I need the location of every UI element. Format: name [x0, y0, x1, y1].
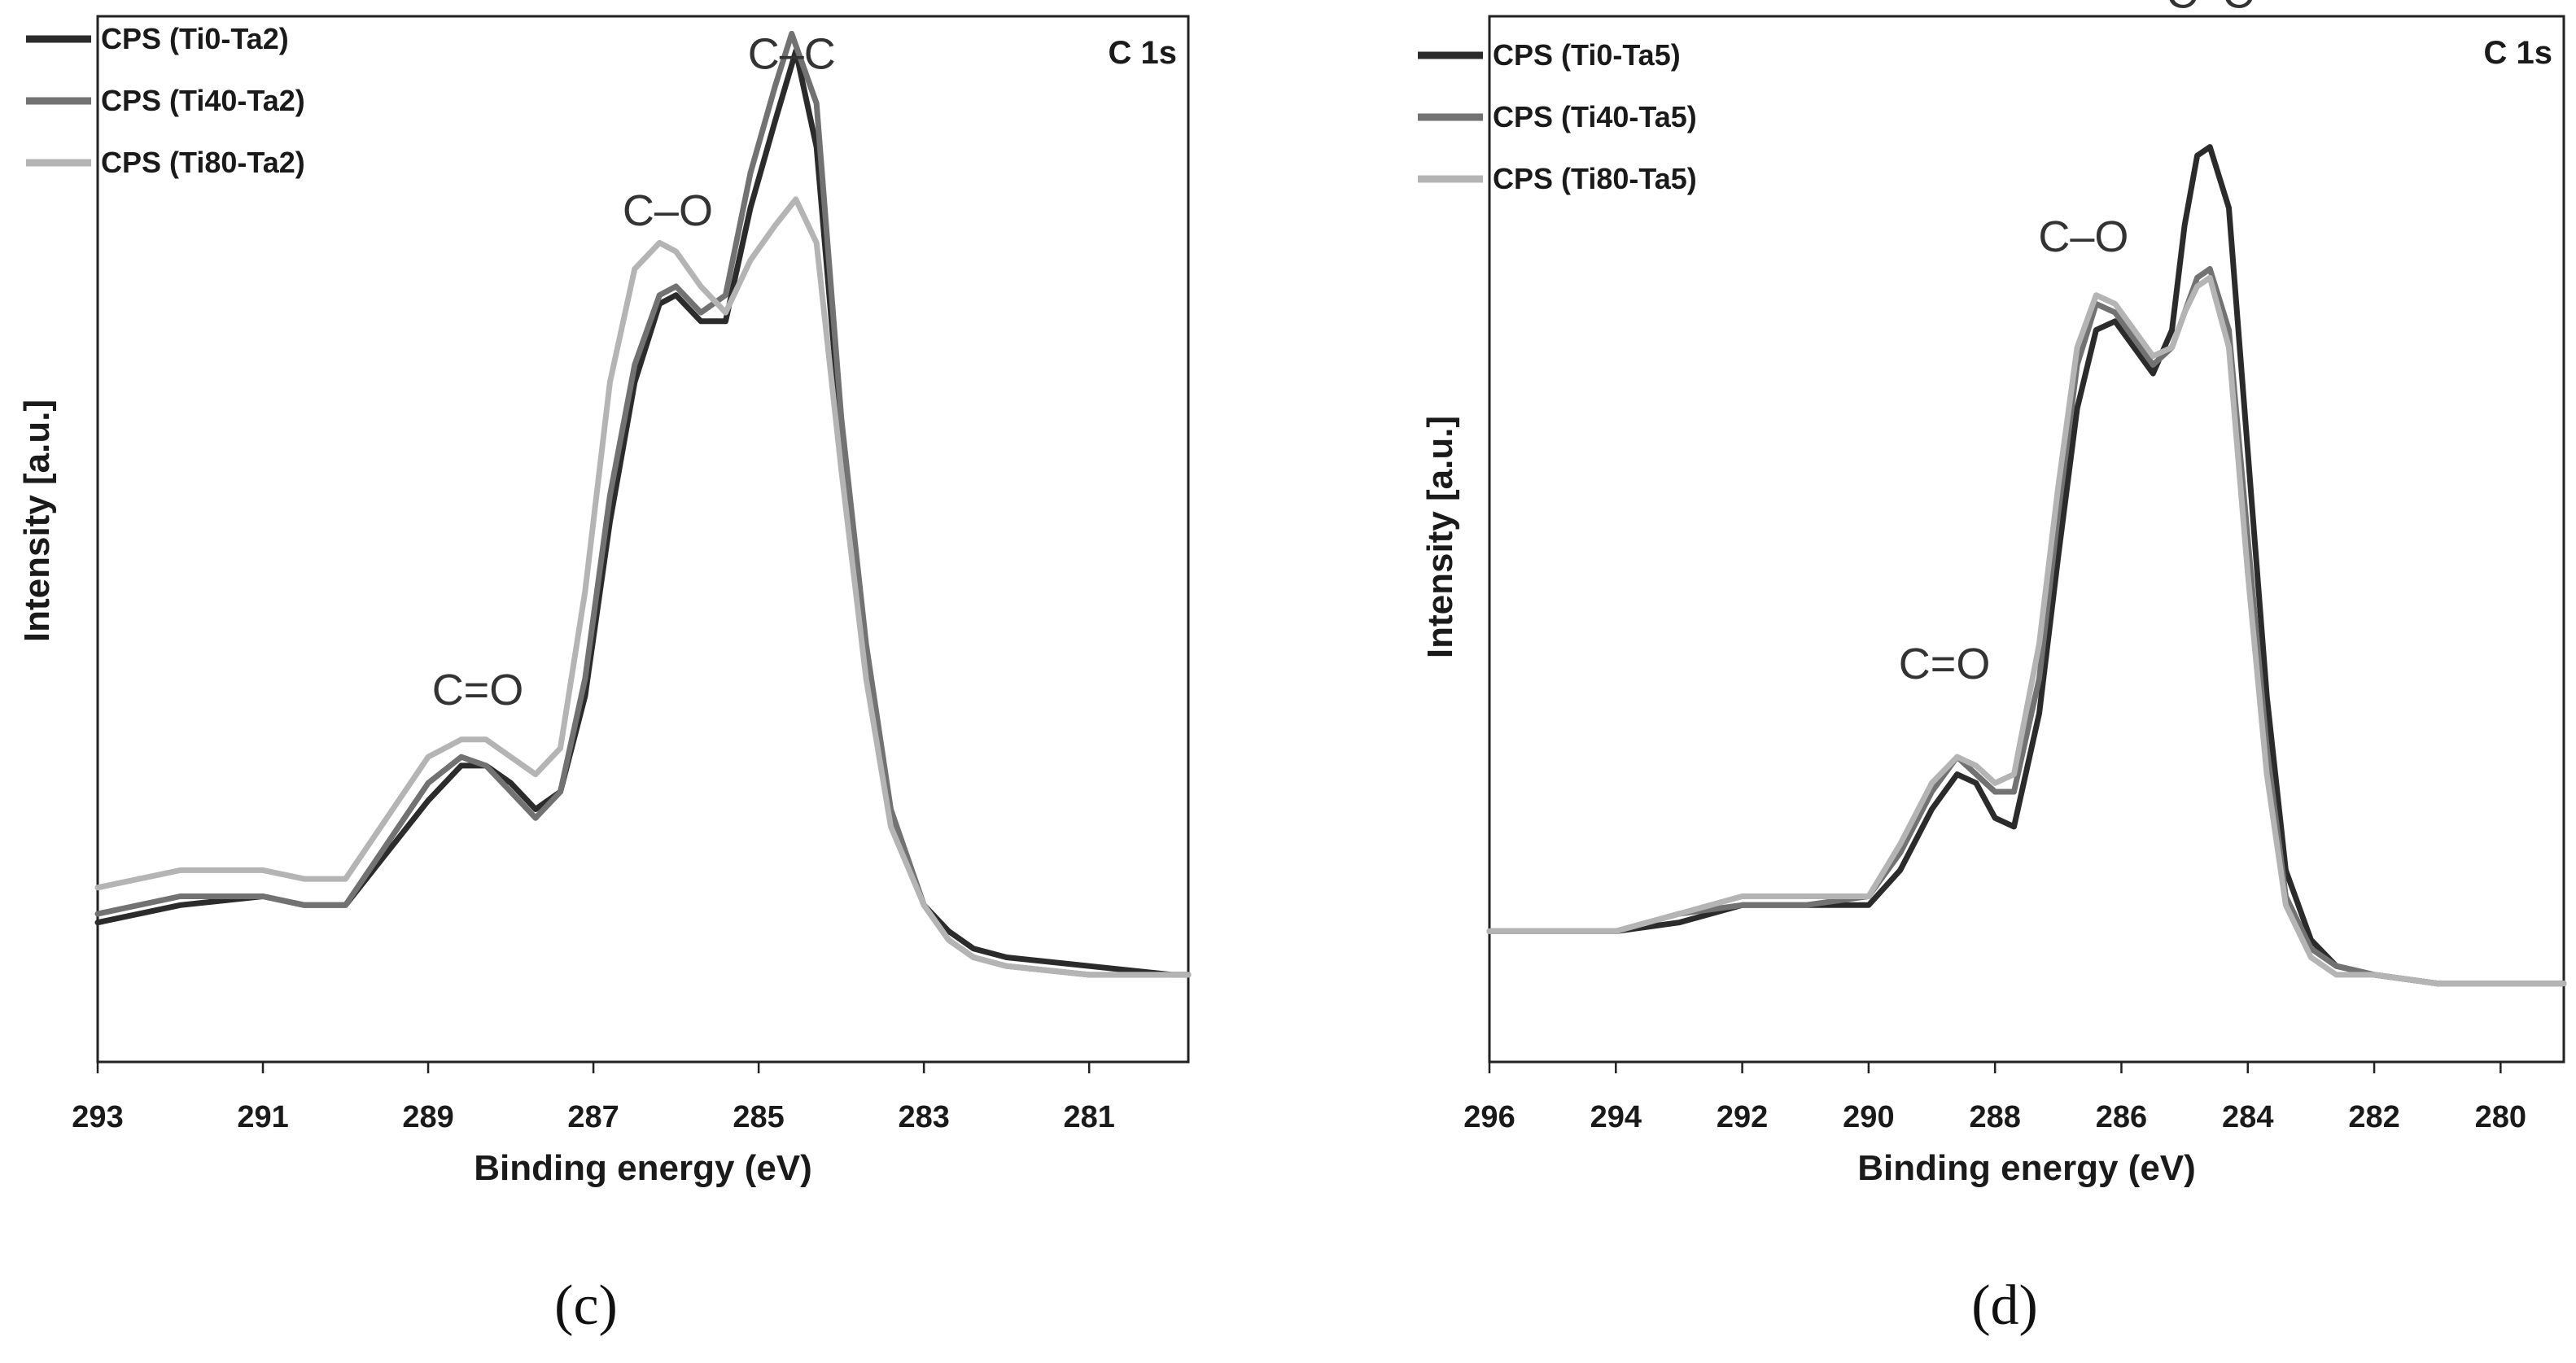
- series-line-2: [1486, 266, 2567, 987]
- plot-frame: [1488, 15, 2565, 1064]
- peak-annotation: C=O: [1899, 640, 1991, 688]
- x-axis-label: Binding energy (eV): [1857, 1148, 2196, 1188]
- legend-label: CPS (Ti80-Ta5): [1493, 162, 1697, 195]
- plot-frame: [96, 15, 1190, 1064]
- corner-label: C 1s: [2484, 35, 2553, 71]
- x-axis-label: Binding energy (eV): [474, 1148, 812, 1188]
- legend-label: CPS (Ti80-Ta2): [101, 146, 305, 179]
- x-tick-label: 282: [2348, 1100, 2399, 1134]
- x-tick-label: 293: [72, 1100, 123, 1134]
- chart-panel-d: 296 294 292 290 288 286 284 282 280 Binding energ…: [1400, 0, 2576, 1363]
- legend-label: CPS (Ti40-Ta2): [101, 84, 305, 117]
- x-tick-label: 280: [2475, 1100, 2526, 1134]
- series-line-3: [94, 196, 1192, 978]
- x-tick-label: 281: [1063, 1100, 1114, 1134]
- x-tick-label: 285: [733, 1100, 784, 1134]
- x-tick-label: 286: [2096, 1100, 2147, 1134]
- x-tick-label: 296: [1463, 1100, 1515, 1134]
- y-axis-label: Intensity [a.u.]: [1420, 416, 1460, 658]
- series-line-1: [94, 48, 1192, 978]
- x-tick-label: 292: [1717, 1100, 1768, 1134]
- x-tick-label: 283: [898, 1100, 949, 1134]
- chart-d-svg: 296 294 292 290 288 286 284 282 280 Binding energ…: [1418, 0, 2567, 1188]
- legend-label: CPS (Ti0-Ta5): [1493, 38, 1681, 72]
- x-tick-label: 290: [1843, 1100, 1894, 1134]
- panel-label-c: (c): [554, 1274, 618, 1337]
- peak-annotation: C–O: [623, 186, 713, 235]
- x-tick-label: 291: [237, 1100, 288, 1134]
- x-tick-label: 288: [1969, 1100, 2020, 1134]
- x-tick-label: 294: [1590, 1100, 1642, 1134]
- series-line-1: [1486, 144, 2567, 987]
- peak-annotation: C–C: [748, 29, 836, 78]
- peak-annotation: C=O: [432, 666, 524, 714]
- peak-annotation: C–C: [2166, 0, 2254, 17]
- chart-c-svg: 293 291 289 287 285 283 281 Binding energy (eV)…: [17, 15, 1192, 1188]
- legend-label: CPS (Ti40-Ta5): [1493, 100, 1697, 133]
- x-tick-label: 287: [567, 1100, 619, 1134]
- panel-label-d: (d): [1971, 1274, 2038, 1337]
- corner-label: C 1s: [1109, 35, 1178, 71]
- chart-panel-c: 293 291 289 287 285 283 281 Binding energy (eV)…: [0, 0, 1237, 1363]
- series-line-3: [1486, 274, 2567, 987]
- x-tick-label: 284: [2222, 1100, 2273, 1134]
- legend-label: CPS (Ti0-Ta2): [101, 22, 289, 55]
- peak-annotation: C–O: [2038, 212, 2128, 261]
- x-tick-label: 289: [402, 1100, 453, 1134]
- y-axis-label: Intensity [a.u.]: [17, 400, 57, 642]
